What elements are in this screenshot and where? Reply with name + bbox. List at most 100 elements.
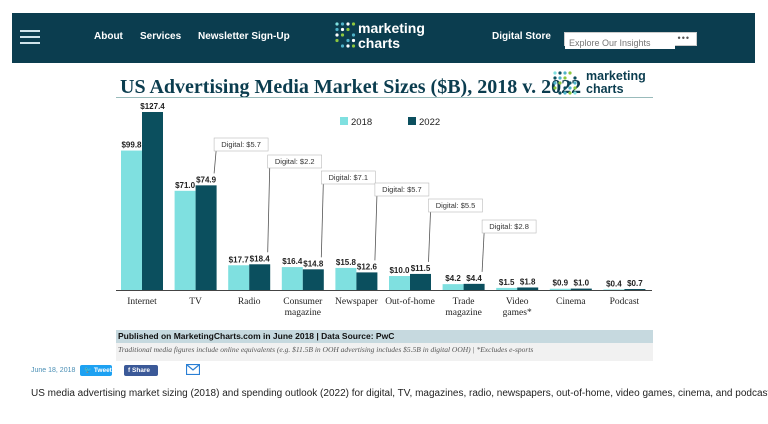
logo-line2: charts [358, 35, 401, 51]
bar-value-label: $15.8 [336, 258, 357, 267]
legend-label-2018: 2018 [351, 117, 372, 128]
category-label: Cinema [556, 297, 586, 307]
logo-dot [351, 33, 356, 37]
logo-dot [563, 86, 567, 90]
bar-2018 [389, 276, 410, 290]
logo-dot [346, 38, 350, 43]
logo-dot [351, 44, 356, 48]
bar-2022 [302, 269, 324, 290]
tweet-button[interactable]: 🐦 Tweet [80, 365, 112, 376]
bar-2018 [549, 288, 571, 290]
bar-value-label: $4.2 [445, 274, 461, 283]
bar-value-label: $74.9 [196, 175, 217, 184]
bar-2022 [356, 272, 378, 290]
digital-callout-label: Digital: $5.5 [436, 201, 476, 210]
nav-link-digital-store[interactable]: Digital Store [492, 31, 551, 42]
email-icon[interactable] [186, 364, 200, 375]
digital-callout-label: Digital: $7.1 [328, 173, 368, 182]
top-nav: About Services Newsletter Sign-Up market… [12, 13, 755, 63]
bar-2022 [142, 112, 163, 290]
bar-value-label: $71.0 [175, 181, 196, 190]
category-label: Radio [238, 297, 261, 307]
digital-callout-box [267, 154, 323, 169]
chart-title: US Advertising Media Market Sizes ($B), … [120, 76, 582, 98]
bar-2018 [174, 190, 196, 290]
search-options-icon[interactable]: ••• [677, 33, 690, 43]
bar-value-label: $4.4 [466, 274, 482, 283]
bar-2018 [442, 284, 464, 290]
tweet-label: Tweet [93, 367, 112, 374]
bar-2018 [228, 265, 250, 290]
digital-callout-label: Digital: $5.7 [221, 140, 261, 149]
nav-link-newsletter[interactable]: Newsletter Sign-Up [198, 31, 290, 42]
bar-value-label: $11.5 [411, 264, 431, 273]
digital-callout-box [428, 198, 483, 213]
logo-dot [568, 91, 572, 95]
bar-value-label: $18.4 [250, 254, 271, 263]
bar-2022 [624, 289, 646, 290]
bar-value-label: $1.5 [499, 278, 515, 287]
logo-dot [558, 81, 562, 85]
logo-dot [346, 22, 350, 26]
nav-link-about[interactable]: About [94, 31, 123, 42]
legend-swatch-2018 [340, 117, 348, 125]
logo-dot [563, 76, 567, 80]
article-caption: US media advertising market sizing (2018… [31, 388, 768, 399]
bar-value-label: $16.4 [282, 257, 303, 266]
logo-dot [346, 44, 350, 48]
logo-dot [568, 86, 572, 90]
bar-2022 [463, 283, 485, 290]
logo-dot [335, 38, 339, 43]
chart-logo-line1: marketing [586, 69, 646, 83]
logo-dots-icon [335, 22, 356, 48]
bar-2022 [249, 264, 271, 290]
bar-2018 [603, 289, 625, 290]
category-label: TV [189, 297, 202, 307]
digital-callout-label: Digital: $5.7 [382, 185, 422, 194]
logo-dot [558, 91, 562, 95]
digital-callout-label: Digital: $2.8 [489, 222, 529, 231]
bar-2022 [410, 273, 431, 290]
logo-dot [335, 27, 339, 32]
bar-value-label: $14.8 [303, 259, 324, 268]
category-label: Newspaper [335, 297, 379, 307]
title-divider [116, 97, 653, 98]
bar-value-label: $1.0 [574, 279, 590, 288]
facebook-icon: f [128, 367, 131, 374]
site-logo[interactable]: marketing charts [334, 21, 454, 55]
bar-2018 [121, 150, 142, 290]
logo-dot [340, 33, 345, 37]
bar-2018 [335, 267, 357, 290]
digital-callout-box [320, 170, 376, 185]
logo-line1: marketing [358, 20, 425, 36]
search-input[interactable] [565, 37, 675, 49]
logo-dot [563, 71, 567, 75]
bar-value-label: $127.4 [140, 102, 165, 111]
bar-2018 [496, 287, 518, 290]
bar-value-label: $99.8 [121, 141, 142, 150]
nav-link-services[interactable]: Services [140, 31, 182, 42]
menu-icon[interactable] [20, 30, 40, 44]
facebook-share-button[interactable]: f Share [124, 365, 158, 376]
chart-logo-line2: charts [586, 82, 624, 96]
logo-dot [553, 76, 557, 80]
category-label: Out-of-home [385, 296, 435, 307]
bar-chart: 2018 2022 $99.8 $127.4 Internet $71.0$74.9 TV $… [116, 102, 652, 318]
chart-logo: marketing charts [552, 70, 662, 100]
logo-dot [553, 81, 557, 85]
digital-callout-line [428, 211, 431, 262]
digital-callout-line [374, 195, 378, 261]
digital-callout-box [374, 182, 430, 197]
category-label: magazine [445, 308, 481, 318]
category-label: Internet [127, 297, 157, 307]
source-bar: Published on MarketingCharts.com in June… [116, 330, 653, 343]
logo-dot [335, 22, 339, 26]
twitter-icon: 🐦 [84, 367, 93, 374]
search-box: ••• [564, 32, 697, 49]
bar-value-label: $0.7 [627, 279, 643, 288]
bar-2022 [570, 288, 592, 290]
legend-swatch-2022 [408, 117, 416, 125]
digital-callout-line [320, 183, 324, 258]
logo-dot [573, 76, 577, 80]
logo-dot [558, 76, 562, 80]
